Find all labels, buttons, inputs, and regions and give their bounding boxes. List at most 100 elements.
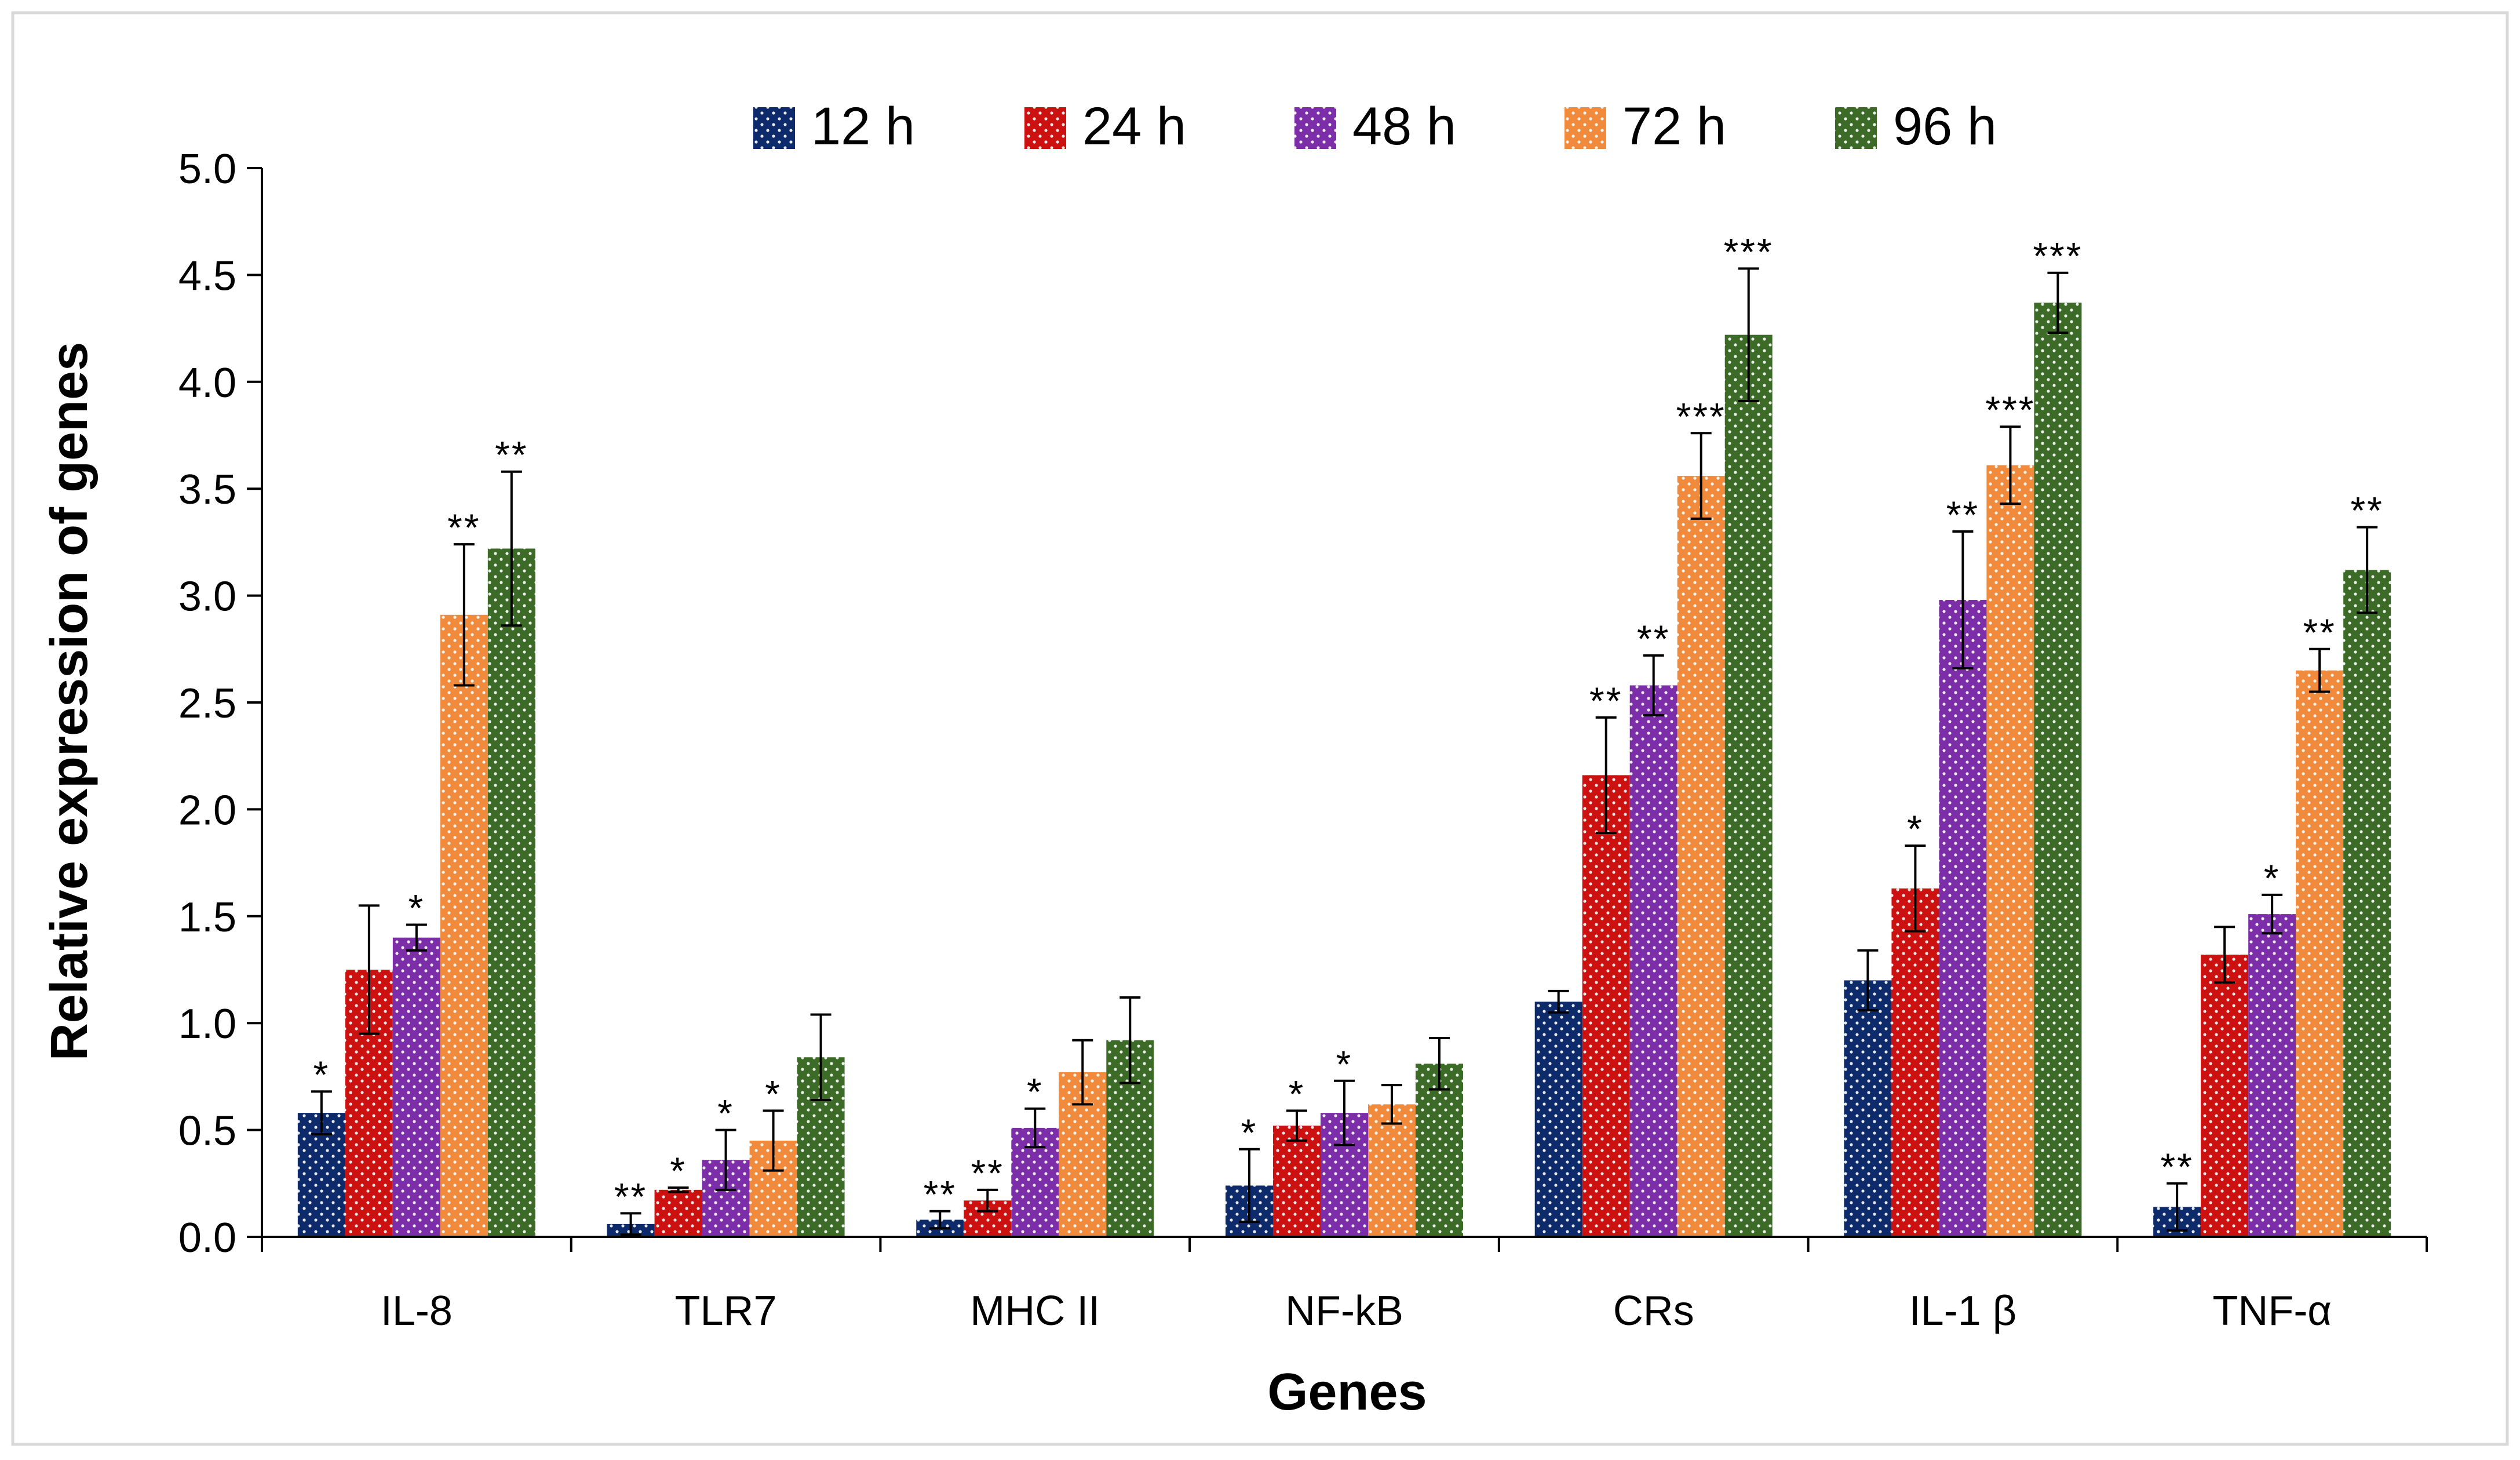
error-bar: [2214, 926, 2235, 984]
legend-swatch: [753, 107, 795, 149]
error-bar: [1905, 844, 1926, 933]
significance-label: *: [2264, 857, 2281, 900]
legend-label: 24 h: [1082, 97, 1186, 156]
significance-label: **: [2350, 489, 2383, 532]
bar: [1534, 1002, 1582, 1237]
bar: [1416, 1064, 1463, 1237]
legend-label: 96 h: [1893, 97, 1997, 156]
legend-item: 96 h: [1835, 97, 1997, 156]
x-axis-title: Genes: [1267, 1363, 1427, 1421]
x-tick-label: IL-8: [381, 1288, 453, 1334]
error-bar: [1334, 1079, 1355, 1146]
significance-label: **: [1589, 679, 1622, 722]
significance-label: **: [2303, 611, 2336, 654]
error-bar: [1239, 1148, 1260, 1224]
significance-label: **: [1637, 617, 1670, 660]
significance-label: *: [1336, 1043, 1353, 1086]
error-bar: [1595, 716, 1617, 834]
legend-item: 12 h: [753, 97, 915, 156]
legend-swatch: [1294, 107, 1336, 149]
error-bar: [1119, 996, 1141, 1084]
error-bar: [668, 1186, 689, 1193]
bar: [1273, 1126, 1321, 1237]
error-bar: [1643, 654, 1664, 717]
error-bar: [715, 1128, 736, 1191]
legend-swatch: [1564, 107, 1606, 149]
bar: [2343, 570, 2391, 1237]
bar: [1939, 599, 1987, 1237]
significance-label: ***: [2033, 235, 2083, 278]
error-bar: [929, 1210, 951, 1230]
significance-label: ***: [1985, 388, 2035, 431]
significance-label: **: [614, 1175, 647, 1218]
y-tick-label: 3.5: [178, 467, 236, 513]
x-tick-label: IL-1 β: [1909, 1288, 2016, 1334]
y-tick-label: 0.0: [178, 1215, 236, 1261]
error-bar: [1286, 1109, 1307, 1142]
significance-label: ***: [1676, 395, 1726, 438]
error-bar: [2000, 425, 2021, 505]
legend-label: 48 h: [1352, 97, 1456, 156]
significance-label: *: [765, 1072, 782, 1115]
significance-label: *: [1289, 1072, 1305, 1115]
error-bar: [1952, 530, 1974, 669]
error-bar: [2167, 1182, 2188, 1232]
error-bar: [1072, 1039, 1093, 1106]
error-bar: [2357, 526, 2378, 614]
bar: [2034, 303, 2082, 1237]
y-tick-label: 2.5: [178, 680, 236, 727]
legend-swatch: [1024, 107, 1066, 149]
significance-label: **: [447, 506, 480, 549]
error-bar: [406, 923, 427, 952]
bar: [654, 1189, 702, 1237]
error-bar: [1548, 989, 1569, 1014]
error-bar: [311, 1090, 332, 1135]
error-bar: [1024, 1107, 1046, 1149]
bar: [1582, 775, 1630, 1237]
y-tick-label: 0.5: [178, 1108, 236, 1155]
bar: [1986, 465, 2034, 1237]
error-bar: [1429, 1037, 1450, 1091]
y-tick-label: 4.5: [178, 253, 236, 299]
x-tick-label: NF-kB: [1285, 1288, 1403, 1334]
y-tick-label: 3.0: [178, 574, 236, 620]
legend-item: 72 h: [1564, 97, 1726, 156]
significance-label: *: [717, 1092, 734, 1135]
error-bar: [1857, 949, 1879, 1012]
error-bar: [810, 1013, 832, 1101]
error-bar: [358, 904, 380, 1035]
significance-label: **: [924, 1173, 957, 1216]
error-bar: [501, 470, 522, 627]
significance-label: **: [2160, 1145, 2193, 1188]
bar: [392, 937, 440, 1237]
significance-label: **: [1946, 493, 1979, 536]
bar: [1891, 888, 1939, 1237]
error-bar: [977, 1188, 998, 1213]
significance-label: **: [971, 1152, 1004, 1195]
error-bar: [1381, 1084, 1402, 1125]
error-bar: [2262, 893, 2283, 935]
significance-label: *: [1027, 1071, 1044, 1113]
significance-label: ***: [1724, 230, 1774, 273]
error-bar: [453, 543, 475, 687]
bar: [1368, 1104, 1416, 1237]
bar: [1844, 980, 1892, 1237]
legend-item: 24 h: [1024, 97, 1186, 156]
y-tick-label: 1.5: [178, 894, 236, 941]
legend-label: 72 h: [1622, 97, 1726, 156]
legend-label: 12 h: [811, 97, 915, 156]
error-bar: [2047, 271, 2069, 334]
error-bar: [763, 1109, 784, 1172]
bar: [487, 548, 535, 1237]
bar: [1677, 476, 1725, 1237]
x-tick-label: TLR7: [675, 1288, 777, 1334]
error-bar: [620, 1212, 641, 1236]
legend-item: 48 h: [1294, 97, 1456, 156]
bar: [2248, 914, 2296, 1237]
x-tick-label: TNF-α: [2212, 1288, 2332, 1334]
y-axis-title: Relative expression of genes: [41, 342, 99, 1061]
y-tick-label: 2.0: [178, 787, 236, 833]
significance-label: **: [495, 434, 528, 476]
